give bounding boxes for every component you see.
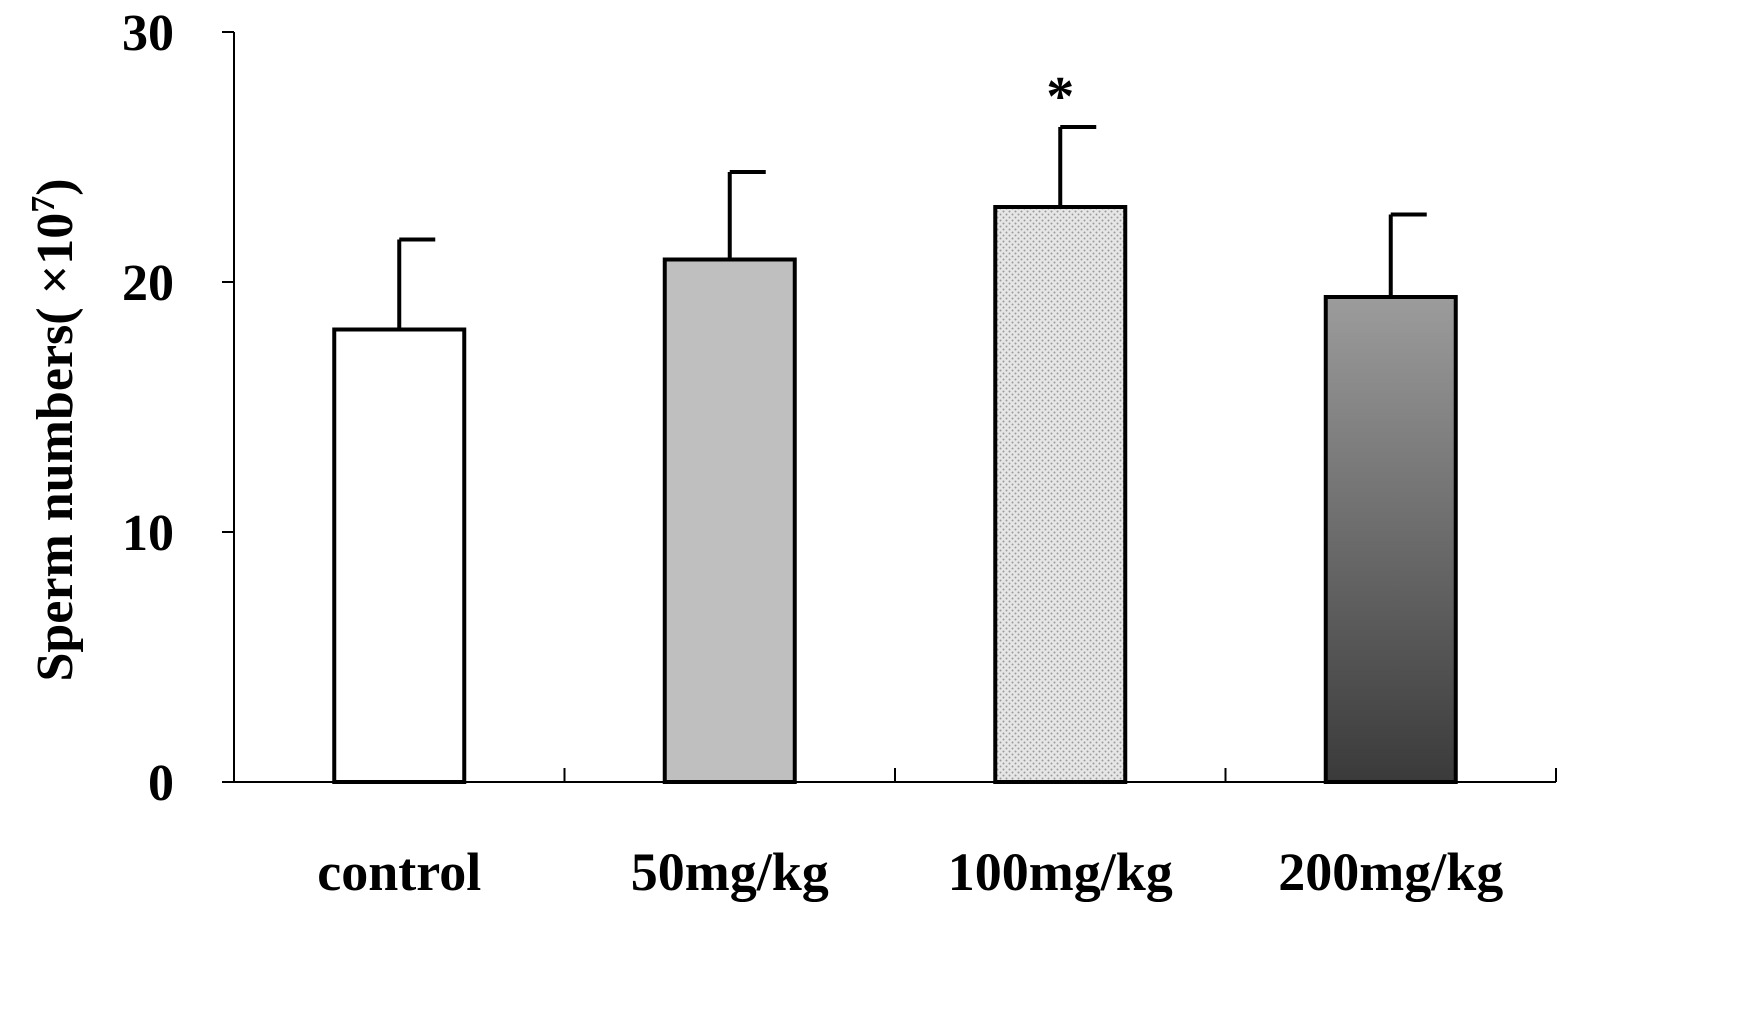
y-tick-label: 0 bbox=[148, 755, 174, 812]
bar-control bbox=[332, 327, 467, 784]
y-axis-title-main: Sperm numbers( ×10 bbox=[27, 213, 84, 682]
x-axis: control 50mg/kg 100mg/kg 200mg/kg bbox=[234, 768, 1557, 902]
bar-200mg-kg bbox=[1323, 295, 1458, 784]
error-bars bbox=[397, 125, 1427, 330]
bar-50mg-kg bbox=[662, 257, 797, 784]
x-category-label: 100mg/kg bbox=[948, 842, 1173, 902]
x-category-label: control bbox=[317, 842, 481, 902]
y-axis-title-close: ) bbox=[27, 178, 84, 195]
y-axis: 0 10 20 30 bbox=[122, 5, 235, 812]
bar-100mg-kg bbox=[993, 205, 1128, 784]
y-tick-label: 20 bbox=[122, 255, 174, 312]
x-category-label: 200mg/kg bbox=[1278, 842, 1503, 902]
x-category-label: 50mg/kg bbox=[631, 842, 829, 902]
annotations: * bbox=[1046, 66, 1074, 128]
bars bbox=[332, 205, 1458, 784]
y-tick-label: 30 bbox=[122, 5, 174, 62]
y-tick-label: 10 bbox=[122, 505, 174, 562]
y-axis-title: Sperm numbers( ×107) bbox=[25, 178, 85, 681]
significance-marker: * bbox=[1046, 66, 1074, 128]
y-axis-title-superscript: 7 bbox=[25, 196, 62, 213]
